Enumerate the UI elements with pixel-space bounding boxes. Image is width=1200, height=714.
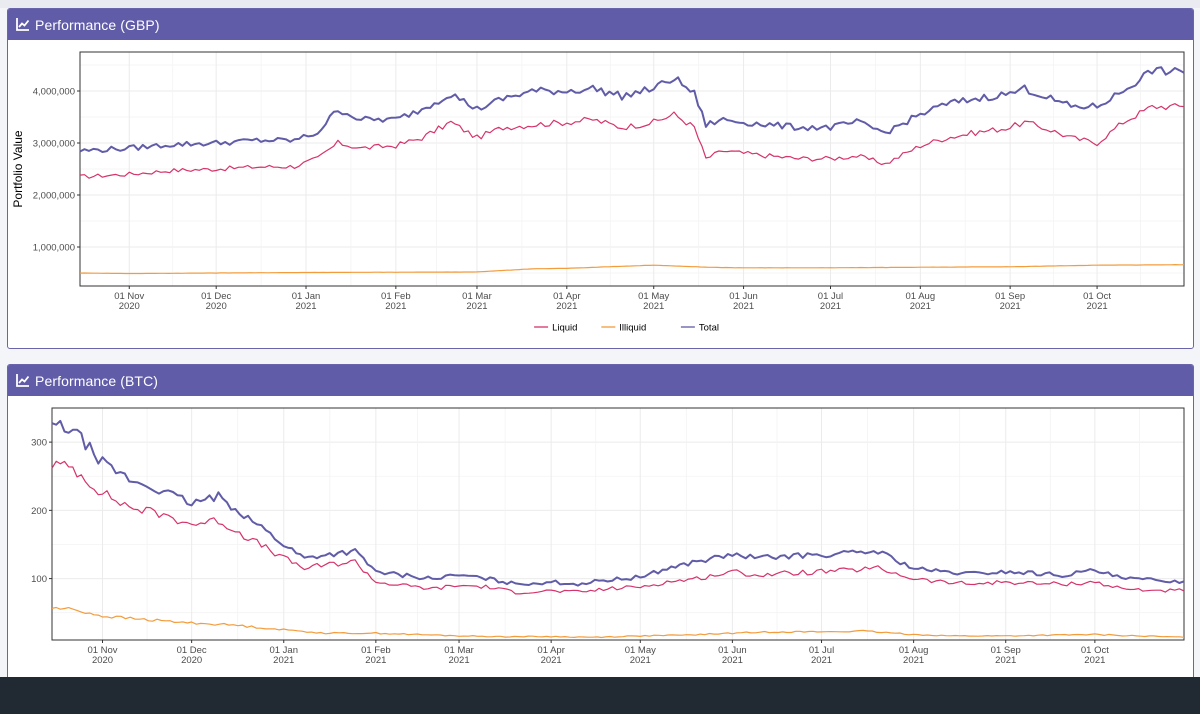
x-tick-label-year: 2021 bbox=[385, 301, 406, 312]
y-tick-label: 300 bbox=[31, 438, 47, 449]
series-line-liquid bbox=[51, 460, 1185, 595]
x-tick-label-year: 2021 bbox=[273, 655, 294, 666]
series-line-total bbox=[79, 66, 1185, 153]
x-tick-label-year: 2021 bbox=[820, 301, 841, 312]
y-tick-label: 3,000,000 bbox=[33, 139, 75, 150]
x-tick-label-year: 2020 bbox=[92, 655, 113, 666]
line-chart-icon bbox=[16, 18, 30, 31]
x-tick-label-year: 2021 bbox=[365, 655, 386, 666]
x-tick-label-year: 2021 bbox=[466, 301, 487, 312]
series-line-liquid bbox=[79, 103, 1185, 179]
x-tick-label: 01 Apr bbox=[537, 645, 564, 656]
legend-label-total: Total bbox=[699, 323, 719, 334]
x-tick-label: 01 Feb bbox=[381, 291, 411, 302]
panel-title: Performance (GBP) bbox=[35, 16, 160, 33]
x-tick-label-year: 2021 bbox=[556, 301, 577, 312]
x-tick-label-year: 2021 bbox=[630, 655, 651, 666]
x-tick-label-year: 2021 bbox=[1084, 655, 1105, 666]
y-axis-label: Portfolio Value bbox=[11, 130, 25, 207]
x-tick-label: 01 Nov bbox=[114, 291, 144, 302]
series-line-illiquid bbox=[51, 606, 1185, 639]
top-strip bbox=[0, 0, 1200, 8]
x-tick-label-year: 2021 bbox=[1000, 301, 1021, 312]
x-tick-label: 01 Feb bbox=[361, 645, 391, 656]
x-tick-label: 01 May bbox=[638, 291, 669, 302]
x-tick-label: 01 May bbox=[625, 645, 656, 656]
x-tick-label: 01 Nov bbox=[87, 645, 117, 656]
x-tick-label: 01 Oct bbox=[1083, 291, 1111, 302]
x-tick-label: 01 Jan bbox=[292, 291, 321, 302]
bottom-bar bbox=[0, 677, 1200, 714]
x-tick-label-year: 2021 bbox=[722, 655, 743, 666]
x-tick-label-year: 2021 bbox=[643, 301, 664, 312]
plot-area bbox=[52, 408, 1184, 640]
line-chart-icon bbox=[16, 374, 30, 387]
series-line-total bbox=[51, 419, 1185, 587]
x-tick-label: 01 Sep bbox=[991, 645, 1021, 656]
x-tick-label: 01 Jan bbox=[269, 645, 298, 656]
x-tick-label: 01 Sep bbox=[995, 291, 1025, 302]
x-tick-label-year: 2020 bbox=[119, 301, 140, 312]
x-tick-label: 01 Jul bbox=[818, 291, 843, 302]
x-tick-label: 01 Oct bbox=[1081, 645, 1109, 656]
x-tick-label-year: 2020 bbox=[181, 655, 202, 666]
x-tick-label: 01 Mar bbox=[444, 645, 474, 656]
x-tick-label-year: 2020 bbox=[206, 301, 227, 312]
y-tick-label: 200 bbox=[31, 506, 47, 517]
y-tick-label: 2,000,000 bbox=[33, 191, 75, 202]
plot-border bbox=[51, 407, 1185, 641]
x-tick-label-year: 2021 bbox=[995, 655, 1016, 666]
x-tick-label-year: 2021 bbox=[733, 301, 754, 312]
x-tick-label-year: 2021 bbox=[448, 655, 469, 666]
performance-btc-card: Performance (BTC) 100 200 300 01 Nov 2020 01 … bbox=[7, 364, 1194, 704]
legend-label-liquid: Liquid bbox=[552, 323, 577, 334]
x-tick-label-year: 2021 bbox=[541, 655, 562, 666]
x-tick-label: 01 Apr bbox=[553, 291, 580, 302]
x-tick-label: 01 Mar bbox=[462, 291, 492, 302]
x-tick-label-year: 2021 bbox=[811, 655, 832, 666]
x-tick-label: 01 Jun bbox=[718, 645, 747, 656]
y-tick-label: 1,000,000 bbox=[33, 243, 75, 254]
x-tick-label: 01 Aug bbox=[899, 645, 929, 656]
series-line-illiquid bbox=[79, 264, 1185, 275]
performance-gbp-header: Performance (GBP) bbox=[8, 9, 1193, 40]
x-tick-label-year: 2021 bbox=[903, 655, 924, 666]
x-tick-label: 01 Jul bbox=[809, 645, 834, 656]
x-tick-label-year: 2021 bbox=[910, 301, 931, 312]
x-tick-label: 01 Dec bbox=[177, 645, 207, 656]
x-tick-label-year: 2021 bbox=[1087, 301, 1108, 312]
x-tick-label: 01 Jun bbox=[729, 291, 758, 302]
x-tick-label: 01 Dec bbox=[201, 291, 231, 302]
y-tick-label: 100 bbox=[31, 574, 47, 585]
plot-border bbox=[79, 51, 1185, 287]
performance-gbp-card: Performance (GBP) 1,000,000 2,000,000 3,00… bbox=[7, 8, 1194, 349]
performance-btc-header: Performance (BTC) bbox=[8, 365, 1193, 396]
y-tick-label: 4,000,000 bbox=[33, 87, 75, 98]
x-tick-label: 01 Aug bbox=[906, 291, 936, 302]
legend-label-illiquid: Illiquid bbox=[619, 323, 646, 334]
panel-title: Performance (BTC) bbox=[35, 372, 159, 389]
gbp-performance-chart: 1,000,000 2,000,000 3,000,000 4,000,000 01 N… bbox=[11, 51, 1185, 334]
x-tick-label-year: 2021 bbox=[295, 301, 316, 312]
